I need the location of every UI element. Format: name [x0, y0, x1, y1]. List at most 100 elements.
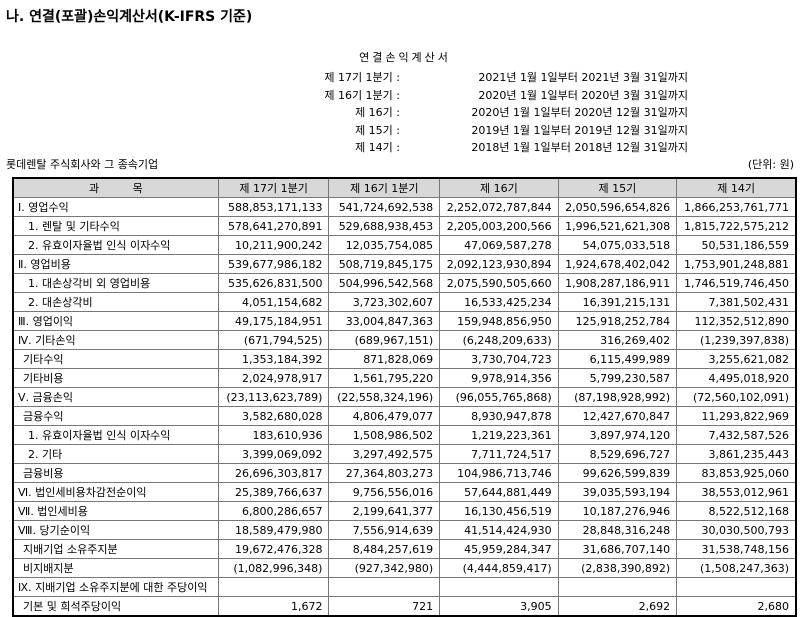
value-cell: 1,815,722,575,212 [676, 216, 797, 236]
value-cell: 8,930,947,878 [439, 406, 559, 426]
column-header: 제 16기 [439, 177, 559, 198]
row-label: 비지배지분 [12, 558, 219, 578]
table-row: 지배기업 소유주지분 19,672,476,328 8,484,257,619 45,… [12, 539, 797, 559]
period-line: 제 15기 : 2019년 1월 1일부터 2019년 12월 31일까지 [0, 122, 800, 139]
value-cell: 5,799,230,587 [557, 368, 678, 388]
value-cell: 99,626,599,839 [557, 463, 678, 483]
value-cell: 83,853,925,060 [676, 463, 797, 483]
value-cell: 721 [328, 596, 441, 617]
column-header: 제 14기 [676, 177, 797, 198]
value-cell: 10,187,276,946 [557, 501, 678, 521]
table-row: Ⅷ. 당기순이익 18,589,479,980 7,556,914,639 41,51… [12, 520, 797, 540]
value-cell: (2,838,390,892) [557, 558, 678, 578]
value-cell: 1,924,678,402,042 [557, 254, 678, 274]
value-cell: 2,692 [557, 596, 678, 617]
row-label: 2. 기타 [12, 444, 219, 464]
period-label: 제 14기 : [355, 141, 400, 155]
period-range: 2021년 1월 1일부터 2021년 3월 31일까지 [478, 71, 688, 84]
row-label: Ⅵ. 법인세비용차감전순이익 [12, 482, 219, 502]
value-cell [676, 577, 797, 597]
value-cell: 38,553,012,961 [676, 482, 797, 502]
row-label: Ⅸ. 지배기업 소유주지분에 대한 주당이익 [12, 577, 219, 597]
table-row: Ⅵ. 법인세비용차감전순이익 25,389,766,637 9,756,556,01… [12, 482, 797, 502]
period-label: 제 17기 1분기 : [324, 71, 400, 84]
row-label: 기본 및 희석주당이익 [12, 596, 219, 617]
value-cell: (1,508,247,363) [676, 558, 797, 578]
value-cell: 31,538,748,156 [676, 539, 797, 559]
row-label: Ⅱ. 영업비용 [12, 254, 219, 274]
value-cell: 125,918,252,784 [557, 311, 678, 331]
row-label: 2. 유효이자율법 인식 이자수익 [12, 235, 219, 255]
table-row: 기타비용 2,024,978,917 1,561,795,220 9,978,914,… [12, 368, 797, 388]
column-header: 제 15기 [557, 177, 678, 198]
value-cell: 54,075,033,518 [557, 235, 678, 255]
value-cell: 2,252,072,787,844 [439, 197, 559, 217]
row-label: 1. 렌탈 및 기타수익 [12, 216, 219, 236]
value-cell: 104,986,713,746 [439, 463, 559, 483]
company-name: 롯데렌탈 주식회사와 그 종속기업 [6, 158, 159, 171]
table-row: 1. 렌탈 및 기타수익 578,641,270,891 529,688,938,4… [12, 216, 797, 236]
value-cell: 2,205,003,200,566 [439, 216, 559, 236]
value-cell: 7,432,587,526 [676, 425, 797, 445]
value-cell: 31,686,707,140 [557, 539, 678, 559]
value-cell: 4,806,479,077 [328, 406, 441, 426]
table-row: Ⅳ. 기타손익 (671,794,525) (689,967,151) (6,248,… [12, 330, 797, 350]
row-label: 금융비용 [12, 463, 219, 483]
value-cell: 3,861,235,443 [676, 444, 797, 464]
row-label: 기타비용 [12, 368, 219, 388]
table-row: 비지배지분 (1,082,996,348) (927,342,980) (4,444,… [12, 558, 797, 578]
row-label: Ⅰ. 영업수익 [12, 197, 219, 217]
value-cell: 33,004,847,363 [328, 311, 441, 331]
value-cell: 588,853,171,133 [217, 197, 330, 217]
value-cell: 2,092,123,930,894 [439, 254, 559, 274]
value-cell: (96,055,765,868) [439, 387, 559, 407]
value-cell [439, 577, 559, 597]
value-cell: 2,075,590,505,660 [439, 273, 559, 293]
value-cell: 1,753,901,248,881 [676, 254, 797, 274]
row-label: Ⅷ. 당기순이익 [12, 520, 219, 540]
table-row: 2. 대손상각비 4,051,154,682 3,723,302,607 16,533… [12, 292, 797, 312]
value-cell: 1,219,223,361 [439, 425, 559, 445]
value-cell: (1,082,996,348) [217, 558, 330, 578]
period-line: 제 16기 1분기 : 2020년 1월 1일부터 2020년 3월 31일까지 [0, 87, 800, 104]
value-cell [328, 577, 441, 597]
value-cell: 1,866,253,761,771 [676, 197, 797, 217]
table-row: 기본 및 희석주당이익 1,672 721 3,905 2,692 2,680 [12, 596, 797, 617]
row-label: 1. 대손상각비 외 영업비용 [12, 273, 219, 293]
value-cell: 504,996,542,568 [328, 273, 441, 293]
value-cell: 316,269,402 [557, 330, 678, 350]
period-label: 제 15기 : [355, 123, 400, 137]
table-row: Ⅶ. 법인세비용 6,800,286,657 2,199,641,377 16,130… [12, 501, 797, 521]
period-label: 제 16기 1분기 : [324, 88, 400, 102]
value-cell: (23,113,623,789) [217, 387, 330, 407]
row-label: 금융수익 [12, 406, 219, 426]
value-cell: 8,529,696,727 [557, 444, 678, 464]
period-range: 2018년 1월 1일부터 2018년 12월 31일까지 [471, 141, 688, 155]
value-cell: 19,672,476,328 [217, 539, 330, 559]
value-cell: 1,508,986,502 [328, 425, 441, 445]
value-cell: 2,024,978,917 [217, 368, 330, 388]
value-cell: 2,050,596,654,826 [557, 197, 678, 217]
value-cell: 27,364,803,273 [328, 463, 441, 483]
value-cell: 508,719,845,175 [328, 254, 441, 274]
value-cell: 2,680 [676, 596, 797, 617]
value-cell: 3,297,492,575 [328, 444, 441, 464]
table-row: 2. 기타 3,399,069,092 3,297,492,575 7,711,724… [12, 444, 797, 464]
value-cell: 9,978,914,356 [439, 368, 559, 388]
value-cell: 28,848,316,248 [557, 520, 678, 540]
table-row: Ⅸ. 지배기업 소유주지분에 대한 주당이익 [12, 577, 797, 597]
row-label: 기타수익 [12, 349, 219, 369]
value-cell: 10,211,900,242 [217, 235, 330, 255]
row-label: 지배기업 소유주지분 [12, 539, 219, 559]
value-cell: 159,948,856,950 [439, 311, 559, 331]
table-row: Ⅱ. 영업비용 539,677,986,182 508,719,845,175 2,0… [12, 254, 797, 274]
unit-label: (단위: 원) [747, 158, 794, 171]
value-cell: (4,444,859,417) [439, 558, 559, 578]
period-line: 제 14기 : 2018년 1월 1일부터 2018년 12월 31일까지 [0, 139, 800, 156]
value-cell: 39,035,593,194 [557, 482, 678, 502]
value-cell: 6,115,499,989 [557, 349, 678, 369]
value-cell: 3,399,069,092 [217, 444, 330, 464]
value-cell [557, 577, 678, 597]
